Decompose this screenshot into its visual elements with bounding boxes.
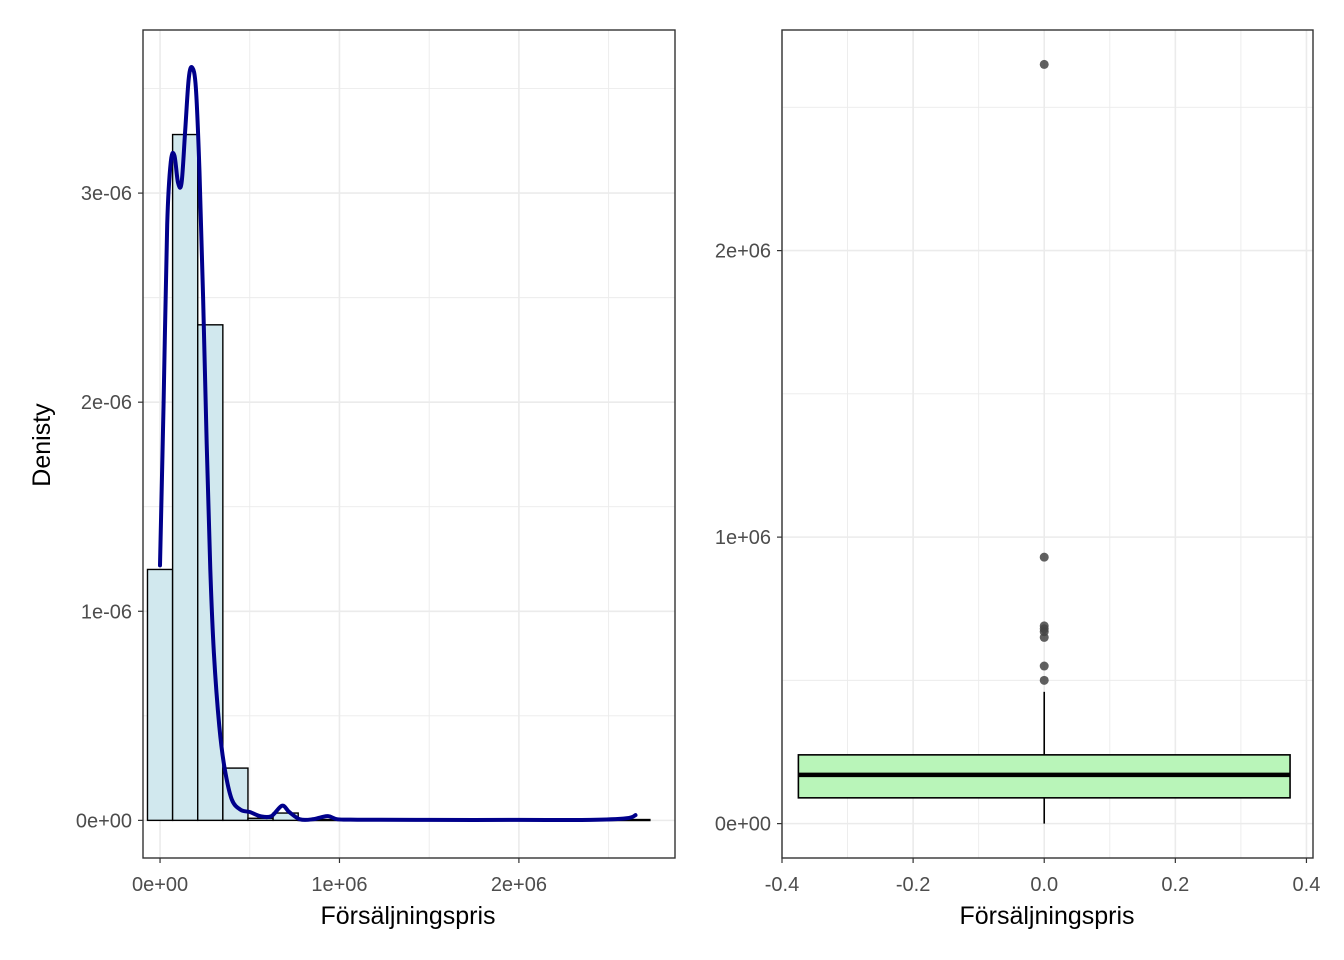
boxplot-y-tick-label: 0e+00 bbox=[715, 814, 771, 836]
histogram-x-tick-label: 1e+06 bbox=[311, 874, 367, 896]
boxplot-x-tick-label: -0.4 bbox=[765, 874, 799, 896]
boxplot-outliers bbox=[1039, 59, 1049, 685]
boxplot-outlier-point bbox=[1039, 59, 1049, 69]
boxplot-x-tick-label: 0.2 bbox=[1161, 874, 1189, 896]
histogram-y-tick-label: 1e-06 bbox=[81, 601, 132, 623]
boxplot-outlier-point bbox=[1039, 621, 1049, 631]
density-curve bbox=[158, 65, 638, 823]
histogram-bar bbox=[171, 133, 199, 822]
boxplot-panel-border bbox=[781, 29, 1314, 859]
histogram-y-tick-label: 0e+00 bbox=[76, 810, 132, 832]
boxplot-x-tick-label: 0.0 bbox=[1030, 874, 1058, 896]
boxplot-y-tick-label: 2e+06 bbox=[715, 241, 771, 263]
histogram-x-tick-label: 2e+06 bbox=[491, 874, 547, 896]
boxplot-x-tick-label: -0.2 bbox=[896, 874, 930, 896]
boxplot-y-tick-label: 1e+06 bbox=[715, 527, 771, 549]
boxplot-outlier-point bbox=[1039, 661, 1049, 671]
histogram-bar bbox=[146, 568, 174, 822]
histogram-x-tick-label: 0e+00 bbox=[132, 874, 188, 896]
boxplot-y-ticks: 0e+00 1e+06 2e+06 bbox=[715, 241, 782, 836]
boxplot-outlier-point bbox=[1039, 675, 1049, 685]
boxplot-box-group bbox=[797, 691, 1291, 824]
boxplot-panel: -0.4 -0.2 0.0 0.2 0.4 0e+00 1e+06 2e+06 Försäl… bbox=[715, 29, 1321, 930]
boxplot-grid bbox=[781, 30, 1313, 858]
histogram-x-ticks: 0e+00 1e+06 2e+06 bbox=[132, 858, 547, 896]
histogram-x-axis-title: Försäljningspris bbox=[320, 902, 495, 930]
boxplot-outlier-point bbox=[1039, 552, 1049, 562]
histogram-bars bbox=[146, 133, 651, 822]
histogram-panel-border bbox=[142, 29, 676, 859]
boxplot-x-axis-title: Försäljningspris bbox=[959, 902, 1134, 930]
histogram-y-axis-title: Denisty bbox=[28, 403, 56, 487]
histogram-panel: 0e+00 1e+06 2e+06 0e+00 1e-06 2e-06 3e-06 För… bbox=[28, 29, 676, 930]
boxplot-x-ticks: -0.4 -0.2 0.0 0.2 0.4 bbox=[765, 858, 1321, 896]
histogram-y-ticks: 0e+00 1e-06 2e-06 3e-06 bbox=[76, 183, 143, 832]
histogram-y-tick-label: 2e-06 bbox=[81, 392, 132, 414]
boxplot-x-tick-label: 0.4 bbox=[1293, 874, 1321, 896]
histogram-y-tick-label: 3e-06 bbox=[81, 183, 132, 205]
